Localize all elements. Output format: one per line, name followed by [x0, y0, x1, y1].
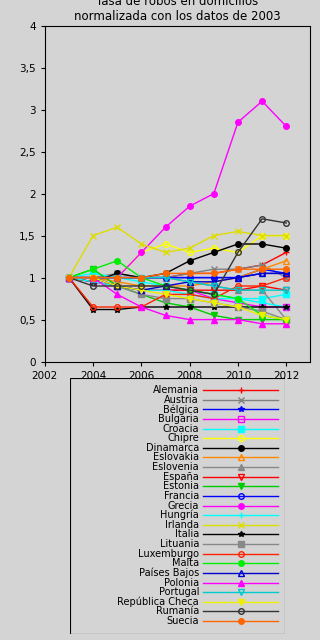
Text: Eslovakia: Eslovakia [153, 452, 199, 463]
Text: Malta: Malta [172, 558, 199, 568]
Text: Estonia: Estonia [163, 481, 199, 492]
Text: Irlanda: Irlanda [165, 520, 199, 530]
Text: Croacia: Croacia [163, 424, 199, 433]
Text: Eslovenia: Eslovenia [152, 462, 199, 472]
Text: Grecia: Grecia [168, 500, 199, 511]
Text: Bulgaria: Bulgaria [158, 414, 199, 424]
Text: Portugal: Portugal [158, 588, 199, 597]
Text: España: España [163, 472, 199, 482]
Text: Luxemburgo: Luxemburgo [138, 548, 199, 559]
Text: Países Bajos: Países Bajos [139, 568, 199, 578]
Text: Polonia: Polonia [164, 578, 199, 588]
Text: Francia: Francia [164, 491, 199, 501]
Text: Bélgica: Bélgica [163, 404, 199, 415]
Text: Suecia: Suecia [166, 616, 199, 626]
Text: Italia: Italia [175, 529, 199, 540]
Text: Lituania: Lituania [160, 539, 199, 549]
Text: Alemania: Alemania [153, 385, 199, 395]
Text: Austria: Austria [164, 395, 199, 404]
Title: Tasa de robos en domicilios
normalizada con los datos de 2003: Tasa de robos en domicilios normalizada … [74, 0, 281, 23]
Text: República Checa: República Checa [117, 596, 199, 607]
Text: Rumanía: Rumanía [156, 607, 199, 616]
Text: Dinamarca: Dinamarca [146, 443, 199, 453]
Text: Chipre: Chipre [167, 433, 199, 444]
Text: Hungría: Hungría [160, 510, 199, 520]
